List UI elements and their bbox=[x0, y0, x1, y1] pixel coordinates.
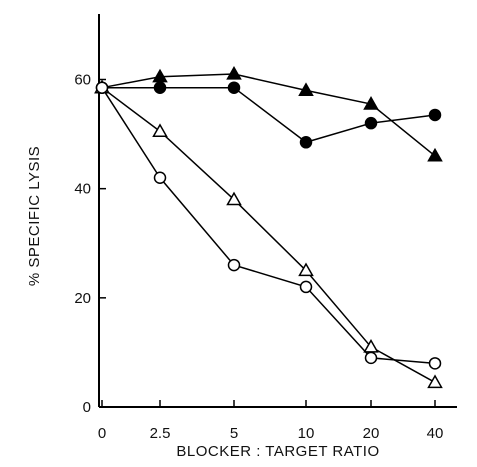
data-point-open-triangle bbox=[152, 123, 168, 137]
data-point-open-triangle bbox=[427, 374, 443, 389]
data-point-filled-triangle bbox=[363, 96, 379, 110]
data-point-open-triangle bbox=[226, 191, 242, 206]
y-tick-label: 40 bbox=[74, 181, 91, 198]
series-line-filled-triangle bbox=[101, 73, 436, 157]
data-point-open-circle bbox=[428, 357, 442, 370]
data-point-filled-triangle bbox=[427, 147, 443, 162]
data-point-open-circle bbox=[227, 258, 241, 272]
data-point-filled-triangle bbox=[298, 82, 314, 97]
data-point-filled-circle bbox=[153, 81, 167, 94]
y-tick-label: 0 bbox=[83, 399, 91, 416]
data-point-open-circle bbox=[153, 171, 167, 184]
x-tick-label: 10 bbox=[298, 425, 315, 442]
x-tick-label: 20 bbox=[363, 425, 380, 442]
data-point-filled-circle bbox=[227, 81, 241, 94]
series-line-filled-circle bbox=[102, 86, 436, 144]
series-filled-circle bbox=[95, 81, 442, 149]
series-open-triangle bbox=[94, 79, 443, 389]
data-point-open-circle bbox=[364, 351, 378, 365]
data-point-open-triangle bbox=[298, 262, 314, 277]
data-point-filled-circle bbox=[364, 116, 378, 130]
series-layer bbox=[94, 66, 443, 389]
y-tick-label: 60 bbox=[74, 72, 91, 89]
y-tick-label: 20 bbox=[74, 290, 91, 307]
series-line-open-triangle bbox=[101, 87, 436, 384]
data-point-filled-circle bbox=[428, 108, 442, 122]
x-tick-label: 0 bbox=[98, 425, 106, 442]
x-axis-title: BLOCKER : TARGET RATIO bbox=[176, 443, 379, 460]
x-tick-label: 40 bbox=[427, 425, 444, 442]
data-point-open-circle bbox=[95, 81, 109, 94]
axes: 0 20 40 60 0 2.5 5 10 20 40 bbox=[74, 14, 457, 442]
x-tick-label: 2.5 bbox=[150, 425, 171, 442]
data-point-filled-circle bbox=[299, 136, 313, 149]
x-tick-label: 5 bbox=[230, 425, 238, 442]
data-point-filled-triangle bbox=[226, 66, 242, 80]
data-point-open-circle bbox=[299, 280, 313, 294]
series-open-circle bbox=[95, 81, 442, 370]
series-line-open-circle bbox=[101, 87, 436, 365]
y-axis-title: % SPECIFIC LYSIS bbox=[26, 146, 43, 286]
